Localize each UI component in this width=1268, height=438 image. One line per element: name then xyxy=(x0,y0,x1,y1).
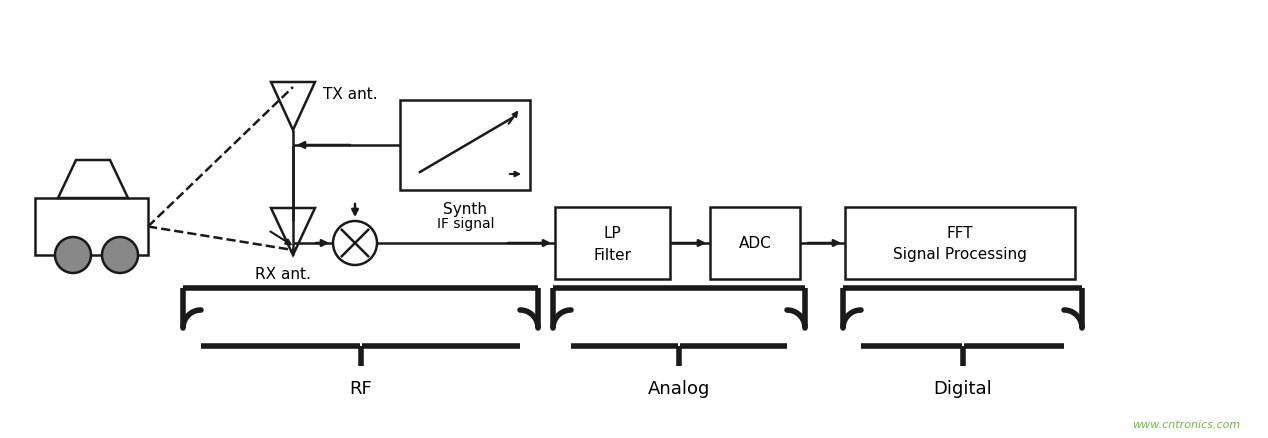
Text: FFT: FFT xyxy=(947,226,974,240)
Text: TX ant.: TX ant. xyxy=(323,87,378,102)
Bar xyxy=(399,100,530,190)
Text: ADC: ADC xyxy=(739,236,771,251)
Text: Synth: Synth xyxy=(443,202,487,217)
Text: Signal Processing: Signal Processing xyxy=(893,247,1027,262)
Text: Analog: Analog xyxy=(648,380,710,398)
Bar xyxy=(555,207,670,279)
Text: RF: RF xyxy=(349,380,372,398)
Bar xyxy=(36,198,148,255)
Text: www.cntronics.com: www.cntronics.com xyxy=(1132,420,1240,430)
Text: IF signal: IF signal xyxy=(437,217,495,231)
Circle shape xyxy=(55,237,91,273)
Bar xyxy=(844,207,1075,279)
Text: LP: LP xyxy=(604,226,621,240)
Text: RX ant.: RX ant. xyxy=(255,267,311,282)
Bar xyxy=(710,207,800,279)
Text: Filter: Filter xyxy=(593,247,631,262)
Circle shape xyxy=(101,237,138,273)
Text: Digital: Digital xyxy=(933,380,992,398)
